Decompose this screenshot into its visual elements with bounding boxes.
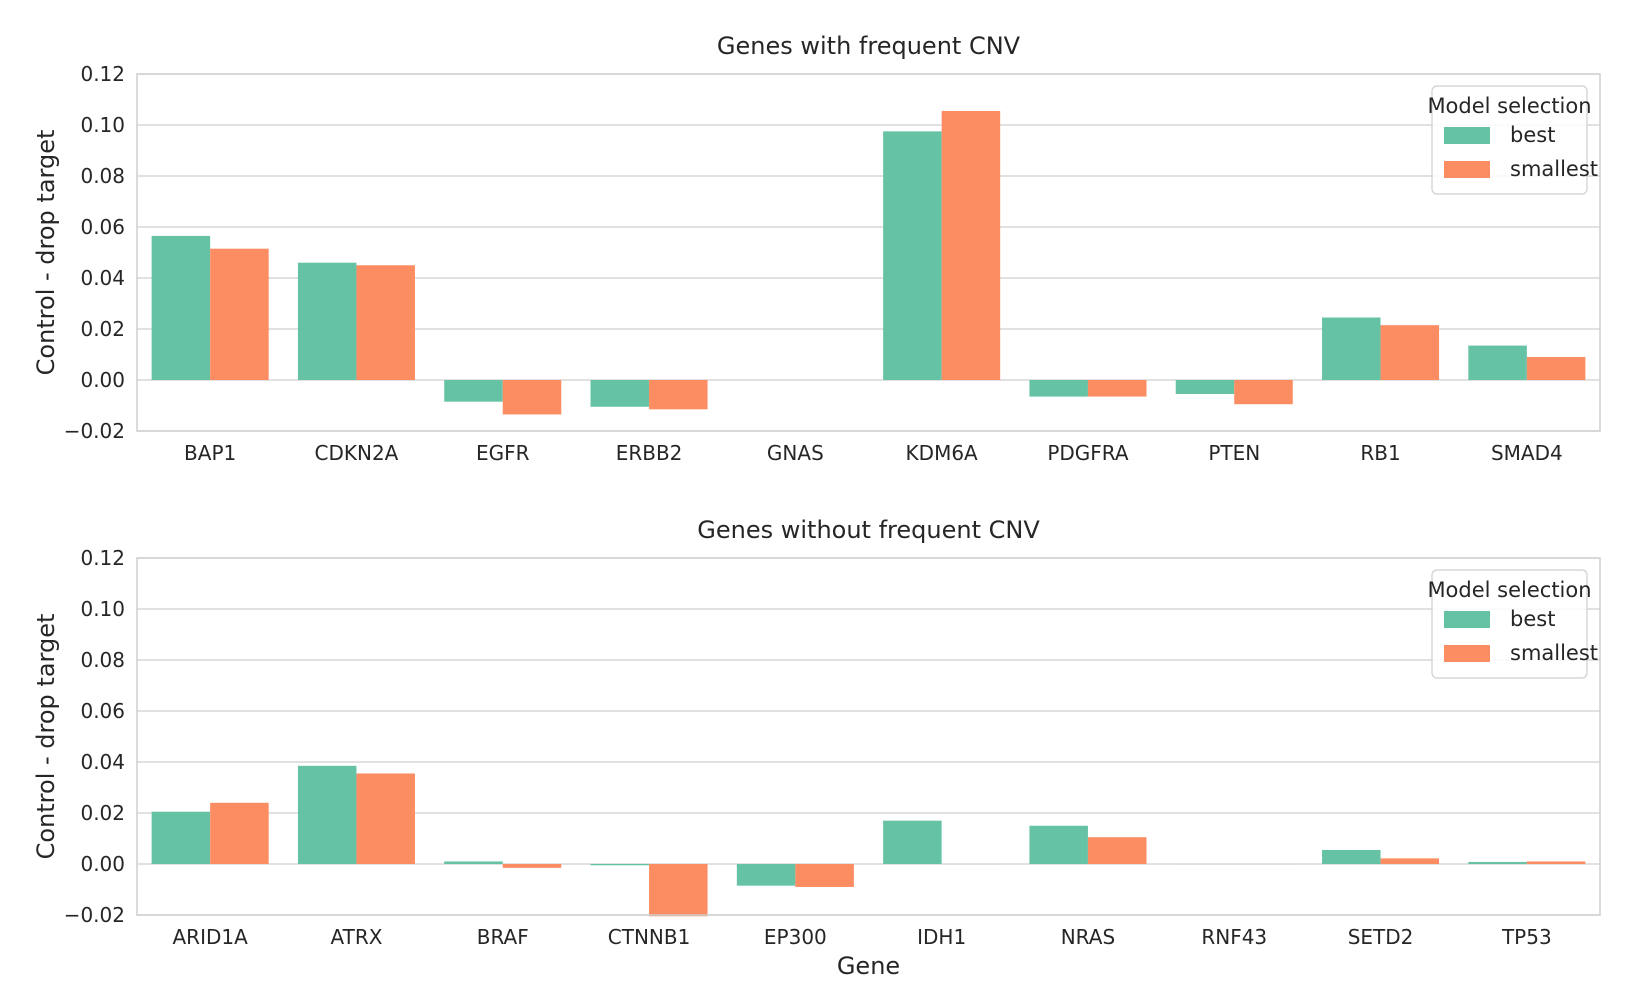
x-tick-label: TP53	[1501, 925, 1552, 949]
x-tick-label: ERBB2	[616, 441, 683, 465]
bar-smallest-kdm6a	[941, 110, 1001, 380]
chart-panel-without-frequent-cnv: −0.02 0.00 0.02 0.04 0.06 0.08 0.10 0.12 ARID1A A…	[32, 516, 1601, 980]
x-tick-label: CDKN2A	[315, 441, 399, 465]
y-tick-label: 0.04	[80, 750, 125, 774]
y-tick-label: 0.10	[80, 113, 125, 137]
x-tick-label: SMAD4	[1491, 441, 1563, 465]
bar-smallest-cdkn2a	[356, 265, 415, 380]
x-tick-label: SETD2	[1348, 925, 1414, 949]
bar-smallest-braf	[502, 864, 562, 868]
bar-smallest-tp53	[1526, 861, 1586, 864]
bar-best-smad4	[1468, 345, 1527, 380]
y-tick-label: −0.02	[64, 419, 125, 443]
bar-best-pdgfra	[1029, 380, 1088, 397]
x-tick-label: RNF43	[1201, 925, 1267, 949]
x-tick-label: PDGFRA	[1047, 441, 1129, 465]
chart-panel-frequent-cnv: −0.02 0.00 0.02 0.04 0.06 0.08 0.10 0.12 BAP1 CDK…	[32, 32, 1601, 465]
bar-smallest-erbb2	[649, 380, 708, 410]
bar-smallest-ep300	[795, 864, 854, 887]
x-tick-label: NRAS	[1061, 925, 1115, 949]
legend-label-best: best	[1510, 123, 1555, 147]
bar-smallest-rb1	[1380, 325, 1440, 380]
bar-smallest-arid1a	[210, 802, 269, 864]
bar-best-bap1	[151, 235, 211, 380]
legend: Model selection best smallest	[1427, 569, 1598, 679]
x-tick-label: IDH1	[917, 925, 966, 949]
bar-smallest-egfr	[502, 380, 562, 415]
legend-swatch-smallest	[1444, 645, 1490, 662]
x-tick-label: RB1	[1360, 441, 1400, 465]
bar-smallest-smad4	[1526, 357, 1586, 380]
bar-best-braf	[444, 861, 503, 864]
y-tick-label: −0.02	[64, 903, 125, 927]
bar-smallest-setd2	[1380, 858, 1440, 864]
x-tick-label: GNAS	[767, 441, 824, 465]
legend-swatch-best	[1444, 611, 1490, 628]
y-tick-label: 0.08	[80, 648, 125, 672]
bar-smallest-pdgfra	[1087, 380, 1147, 397]
bar-smallest-bap1	[210, 248, 269, 380]
bar-best-pten	[1175, 380, 1235, 395]
legend-label-best: best	[1510, 607, 1555, 631]
y-tick-label: 0.02	[80, 317, 125, 341]
x-tick-label: BAP1	[184, 441, 236, 465]
legend-swatch-best	[1444, 127, 1490, 144]
x-tick-label: EGFR	[476, 441, 530, 465]
y-tick-label: 0.12	[80, 62, 125, 86]
bar-best-idh1	[883, 820, 942, 864]
x-axis-label: Gene	[837, 952, 900, 980]
y-tick-label: 0.06	[80, 215, 125, 239]
y-tick-label: 0.00	[80, 852, 125, 876]
bar-best-egfr	[444, 380, 503, 402]
y-tick-label: 0.06	[80, 699, 125, 723]
legend: Model selection best smallest	[1427, 85, 1598, 195]
bar-smallest-pten	[1234, 380, 1293, 405]
legend-label-smallest: smallest	[1510, 641, 1598, 665]
x-tick-label: EP300	[764, 925, 827, 949]
axes-frame	[136, 73, 1601, 432]
bar-best-arid1a	[151, 811, 211, 864]
bar-best-setd2	[1322, 849, 1381, 864]
legend-title: Model selection	[1427, 578, 1591, 602]
x-tick-label: PTEN	[1208, 441, 1260, 465]
y-tick-label: 0.04	[80, 266, 125, 290]
chart-title: Genes without frequent CNV	[697, 516, 1040, 544]
y-axis-label: Control - drop target	[32, 614, 60, 860]
bar-best-ctnnb1	[590, 864, 650, 866]
bar-best-erbb2	[590, 380, 650, 407]
x-tick-label: ATRX	[330, 925, 382, 949]
y-axis-label: Control - drop target	[32, 130, 60, 376]
bar-smallest-ctnnb1	[649, 864, 708, 917]
bar-best-atrx	[297, 765, 357, 864]
bar-best-nras	[1029, 825, 1088, 864]
bar-best-cdkn2a	[297, 262, 357, 380]
x-tick-label: CTNNB1	[608, 925, 691, 949]
legend-label-smallest: smallest	[1510, 157, 1598, 181]
bar-best-tp53	[1468, 861, 1527, 864]
x-tick-label: BRAF	[477, 925, 529, 949]
x-tick-label: ARID1A	[173, 925, 249, 949]
bar-best-ep300	[736, 864, 796, 886]
y-tick-label: 0.08	[80, 164, 125, 188]
bar-best-rb1	[1322, 317, 1381, 380]
y-tick-label: 0.10	[80, 597, 125, 621]
y-tick-label: 0.02	[80, 801, 125, 825]
axes-frame	[136, 557, 1601, 916]
legend-swatch-smallest	[1444, 161, 1490, 178]
x-tick-label: KDM6A	[906, 441, 978, 465]
y-tick-label: 0.12	[80, 546, 125, 570]
bar-smallest-atrx	[356, 773, 415, 864]
legend-title: Model selection	[1427, 94, 1591, 118]
chart-title: Genes with frequent CNV	[717, 32, 1021, 60]
y-tick-label: 0.00	[80, 368, 125, 392]
bar-smallest-nras	[1087, 837, 1147, 864]
bar-best-kdm6a	[883, 131, 942, 380]
